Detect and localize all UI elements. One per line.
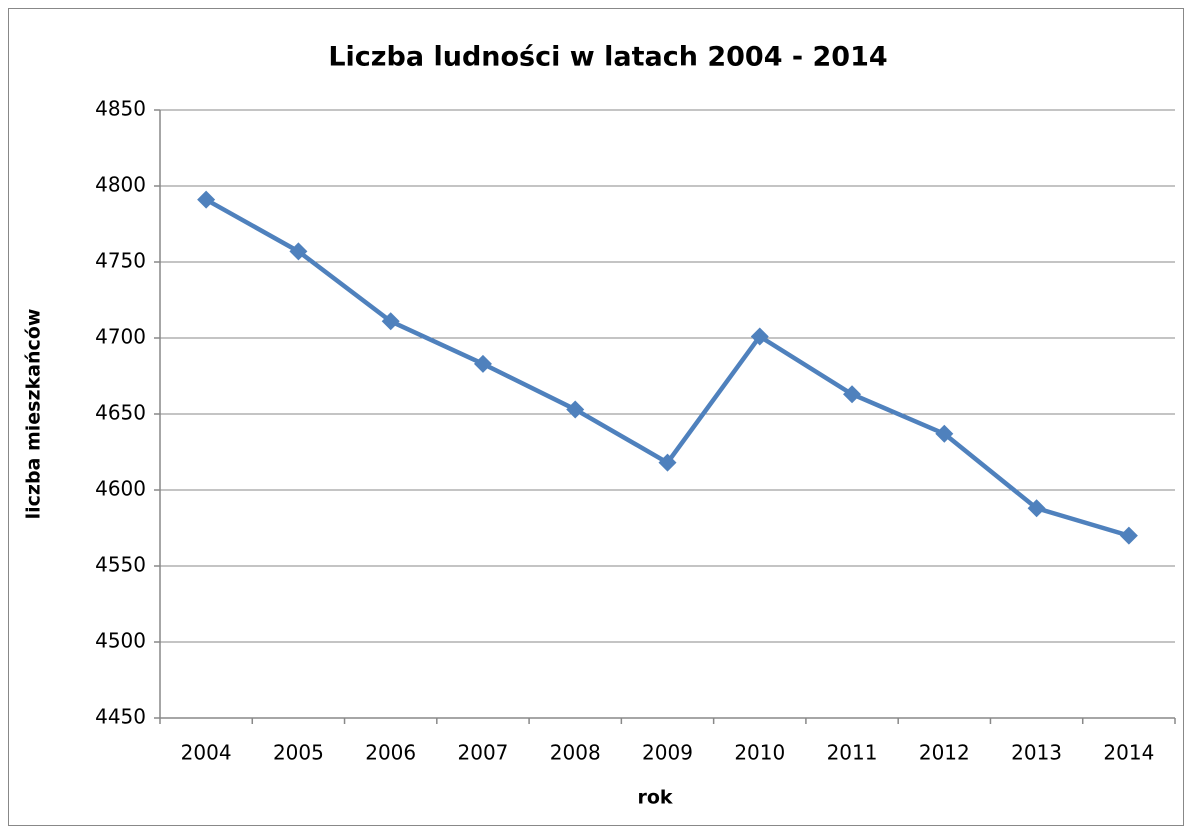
marker bbox=[1119, 526, 1138, 545]
x-tick-label: 2013 bbox=[1011, 741, 1062, 765]
marker bbox=[935, 424, 954, 443]
y-tick-label: 4800 bbox=[95, 173, 146, 197]
y-tick-label: 4700 bbox=[95, 325, 146, 349]
x-tick-label: 2009 bbox=[642, 741, 693, 765]
x-tick-label: 2004 bbox=[181, 741, 232, 765]
x-axis-title: rok bbox=[637, 787, 672, 809]
marker bbox=[289, 242, 308, 261]
marker bbox=[843, 385, 862, 404]
y-tick-label: 4550 bbox=[95, 553, 146, 577]
chart-title: Liczba ludności w latach 2004 - 2014 bbox=[328, 42, 887, 73]
x-tick-label: 2006 bbox=[365, 741, 416, 765]
marker bbox=[473, 354, 492, 373]
x-tick-label: 2008 bbox=[550, 741, 601, 765]
y-tick-label: 4750 bbox=[95, 249, 146, 273]
y-tick-label: 4850 bbox=[95, 97, 146, 121]
chart-border bbox=[8, 8, 1184, 826]
x-tick-label: 2012 bbox=[919, 741, 970, 765]
y-tick-label: 4600 bbox=[95, 477, 146, 501]
marker bbox=[658, 453, 677, 472]
marker bbox=[566, 400, 585, 419]
y-axis-title: liczba mieszkańców bbox=[23, 309, 45, 520]
x-tick-label: 2010 bbox=[734, 741, 785, 765]
marker bbox=[381, 312, 400, 331]
marker bbox=[750, 327, 769, 346]
y-tick-label: 4500 bbox=[95, 629, 146, 653]
x-tick-label: 2005 bbox=[273, 741, 324, 765]
marker bbox=[1027, 499, 1046, 518]
marker bbox=[197, 190, 216, 209]
x-tick-label: 2011 bbox=[827, 741, 878, 765]
y-tick-label: 4450 bbox=[95, 705, 146, 729]
x-tick-label: 2014 bbox=[1103, 741, 1154, 765]
y-tick-label: 4650 bbox=[95, 401, 146, 425]
x-tick-label: 2007 bbox=[458, 741, 509, 765]
